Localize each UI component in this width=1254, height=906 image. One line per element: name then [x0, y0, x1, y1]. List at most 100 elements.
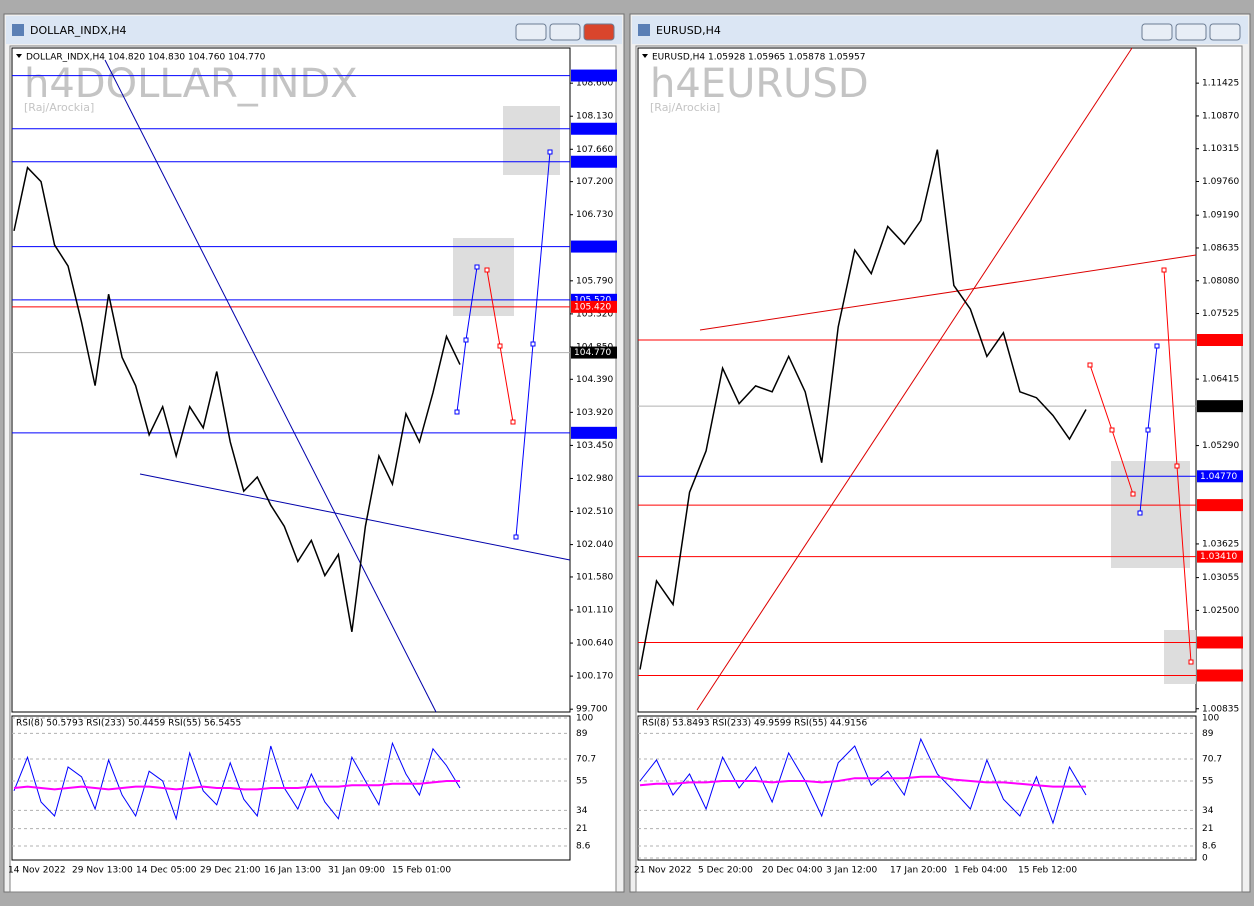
projection-point: [463, 337, 469, 343]
menu-triangle[interactable]: [642, 54, 648, 58]
rsi-level-label: 70.7: [1202, 755, 1222, 765]
projection-point: [454, 409, 460, 415]
menu-triangle[interactable]: [16, 54, 22, 58]
price-tag: [1197, 470, 1243, 483]
projection-point: [484, 267, 490, 273]
x-tick-label: 1 Feb 04:00: [954, 866, 1008, 876]
rsi-plot: [637, 715, 1197, 861]
y-tick-label: 1.07525: [1202, 309, 1239, 319]
projection-point: [513, 534, 519, 540]
y-tick-label: 101.580: [576, 572, 613, 582]
projection-point: [1109, 427, 1115, 433]
x-tick-label: 15 Feb 12:00: [1018, 866, 1077, 876]
price-line: [639, 149, 1087, 670]
y-tick-label: 104.390: [576, 375, 613, 385]
watermark: h4EURUSD: [650, 61, 869, 107]
rsi-level-label: 70.7: [576, 755, 596, 765]
projection-point: [510, 419, 516, 425]
rsi-level-label: 89: [576, 729, 588, 739]
chart-header: DOLLAR_INDX,H4 104.820 104.830 104.760 1…: [26, 53, 266, 63]
window-icon: [638, 24, 650, 36]
projection-point: [1130, 491, 1136, 497]
y-tick-label: 100.170: [576, 672, 613, 682]
price-tag: [571, 300, 617, 313]
x-tick-label: 14 Nov 2022: [8, 866, 66, 876]
rsi-level-label: 34: [1202, 806, 1214, 816]
price-tag-label: 104.770: [574, 348, 611, 358]
rsi-line: [639, 737, 1087, 825]
projection-point: [1145, 427, 1151, 433]
rsi-level-label: 8.6: [1202, 841, 1217, 851]
trend-line: [696, 47, 1133, 711]
price-tag-label: 105.420: [574, 302, 611, 312]
x-tick-label: 17 Jan 20:00: [890, 866, 947, 876]
author: [Raj/Arockia]: [650, 101, 720, 114]
trend-line: [104, 59, 437, 713]
price-tag: [571, 155, 617, 168]
rsi-level-label: 55: [576, 777, 587, 787]
y-tick-label: 1.03625: [1202, 539, 1239, 549]
projection-point: [497, 343, 503, 349]
projection-point: [1087, 362, 1093, 368]
rsi-plot: [11, 715, 571, 861]
maximize-button[interactable]: [1175, 23, 1207, 41]
x-tick-label: 29 Nov 13:00: [72, 866, 133, 876]
x-tick-label: 29 Dec 21:00: [200, 866, 261, 876]
zone-box: [453, 238, 514, 316]
price-tag: [571, 69, 617, 82]
price-line: [13, 166, 461, 632]
x-tick-label: 5 Dec 20:00: [698, 866, 753, 876]
y-tick-label: 1.05290: [1202, 441, 1239, 451]
minimize-button[interactable]: [1141, 23, 1173, 41]
y-tick-label: 1.06415: [1202, 375, 1239, 385]
y-tick-label: 103.450: [576, 441, 613, 451]
y-tick-label: 1.00835: [1202, 704, 1239, 714]
y-tick-label: 1.03055: [1202, 573, 1239, 583]
zone-box: [503, 106, 560, 175]
y-tick-label: 1.09760: [1202, 177, 1239, 187]
y-tick-label: 1.09190: [1202, 211, 1239, 221]
projection-point: [1174, 463, 1180, 469]
projection-point: [530, 341, 536, 347]
rsi-level-label: 100: [576, 714, 593, 724]
chart-header: EURUSD,H4 1.05928 1.05965 1.05878 1.0595…: [652, 53, 865, 63]
projection-point: [474, 264, 480, 270]
y-tick-label: 103.920: [576, 408, 613, 418]
price-tag: [1197, 636, 1243, 649]
rsi-level-label: 100: [1202, 714, 1219, 724]
projection-point: [547, 149, 553, 155]
price-tag: [1197, 550, 1243, 563]
rsi-line: [13, 780, 460, 791]
x-tick-label: 20 Dec 04:00: [762, 866, 823, 876]
y-tick-label: 100.640: [576, 639, 613, 649]
trend-line: [139, 473, 571, 561]
x-tick-label: 3 Jan 12:00: [826, 866, 878, 876]
x-tick-label: 15 Feb 01:00: [392, 866, 451, 876]
y-tick-label: 1.02500: [1202, 606, 1239, 616]
projection-point: [1154, 343, 1160, 349]
window-title: EURUSD,H4: [656, 24, 721, 37]
close-button[interactable]: [583, 23, 615, 41]
price-tag: [571, 240, 617, 253]
rsi-level-label: 21: [1202, 824, 1213, 834]
rsi-level-label: 55: [1202, 777, 1213, 787]
y-tick-label: 1.08635: [1202, 243, 1239, 253]
y-tick-label: 105.320: [576, 309, 613, 319]
price-tag: [1197, 400, 1243, 413]
window-icon: [12, 24, 24, 36]
price-tag-label: 105.520: [574, 295, 611, 305]
watermark: h4DOLLAR_INDX: [24, 61, 358, 107]
price-tag: [571, 426, 617, 439]
y-tick-label: 107.660: [576, 145, 613, 155]
maximize-button[interactable]: [549, 23, 581, 41]
y-tick-label: 107.200: [576, 177, 613, 187]
y-tick-label: 102.510: [576, 507, 613, 517]
y-tick-label: 1.10315: [1202, 144, 1239, 154]
close-button[interactable]: [1209, 23, 1241, 41]
price-tag-label: 1.04770: [1200, 472, 1237, 482]
y-tick-label: 106.730: [576, 210, 613, 220]
y-tick-label: 105.790: [576, 276, 613, 286]
y-tick-label: 102.040: [576, 540, 613, 550]
rsi-line: [639, 775, 1086, 788]
minimize-button[interactable]: [515, 23, 547, 41]
